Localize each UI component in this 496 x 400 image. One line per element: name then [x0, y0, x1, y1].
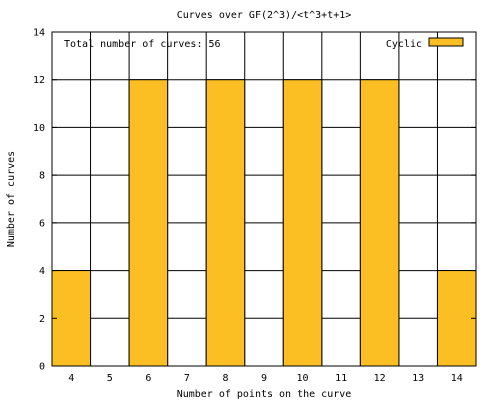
y-tick-label: 2: [39, 314, 45, 325]
axis-ticks: 0 2 4 6 8 10 12 14 4 5 6 7 8 9 10 11 12 13 14: [33, 28, 476, 384]
total-curves-annotation: Total number of curves: 56: [64, 39, 221, 50]
x-tick-label: 13: [412, 373, 424, 384]
chart-title: Curves over GF(2^3)/<t^3+t+1>: [177, 10, 352, 21]
legend-swatch: [428, 37, 464, 47]
x-axis-label: Number of points on the curve: [177, 389, 352, 400]
bar-4: [51, 270, 92, 367]
y-axis-label: Number of curves: [6, 151, 17, 247]
plot-frame: [51, 31, 477, 367]
x-tick-label: 7: [184, 373, 190, 384]
y-tick-label: 6: [39, 218, 45, 229]
legend: Cyclic: [386, 37, 464, 50]
bar-14: [436, 270, 477, 367]
y-tick-label: 14: [33, 28, 45, 39]
x-tick-label: 6: [145, 373, 151, 384]
y-tick-label: 0: [39, 362, 45, 373]
x-tick-label: 10: [297, 373, 309, 384]
bar-10: [282, 79, 323, 367]
x-tick-label: 14: [451, 373, 463, 384]
x-tick-label: 12: [374, 373, 386, 384]
y-tick-label: 4: [39, 266, 45, 277]
x-tick-label: 5: [107, 373, 113, 384]
y-tick-label: 10: [33, 123, 45, 134]
bar-12: [359, 79, 400, 367]
x-tick-label: 8: [222, 373, 228, 384]
grid-lines: [52, 32, 476, 366]
bar-6: [128, 79, 169, 367]
legend-label: Cyclic: [386, 39, 422, 50]
bar-series: [51, 79, 477, 367]
x-tick-label: 9: [261, 373, 267, 384]
x-tick-label: 11: [335, 373, 347, 384]
bar-8: [205, 79, 246, 367]
x-tick-label: 4: [68, 373, 74, 384]
y-tick-label: 8: [39, 171, 45, 182]
y-tick-label: 12: [33, 75, 45, 86]
